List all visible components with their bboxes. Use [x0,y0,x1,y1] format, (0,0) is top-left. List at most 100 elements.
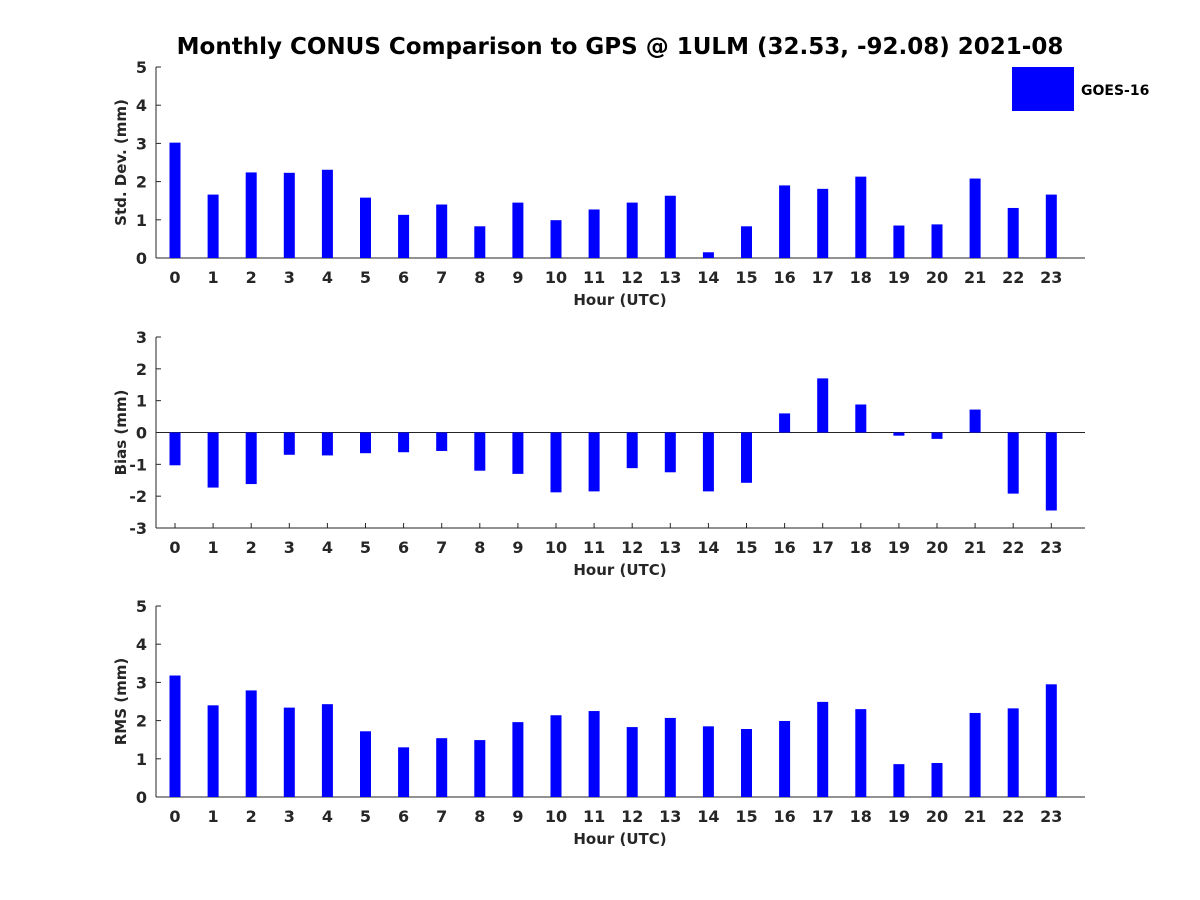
bar [893,764,905,797]
y-tick-label: 4 [136,635,147,654]
legend-swatch-goes16 [1012,67,1074,111]
chart-title: Monthly CONUS Comparison to GPS @ 1ULM (… [177,34,1064,60]
x-tick-label: 21 [964,538,986,557]
bar [245,690,257,797]
y-tick-label: 3 [136,673,147,692]
x-tick-label: 16 [773,268,795,287]
x-tick-label: 1 [208,268,219,287]
bar [626,727,638,797]
x-tick-label: 0 [169,538,180,557]
bar [1045,432,1057,511]
bar [702,432,714,492]
bar [474,226,486,258]
bar [855,404,867,433]
bar [664,195,676,258]
x-tick-label: 4 [322,268,333,287]
bar [779,720,791,797]
bar [169,675,181,797]
bar [283,432,295,455]
x-tick-label: 9 [512,538,523,557]
bar [626,202,638,258]
x-tick-label: 8 [474,538,485,557]
bar [664,717,676,797]
x-tick-label: 10 [545,268,567,287]
x-tick-label: 3 [284,538,295,557]
bar [1007,207,1019,258]
y-tick-label: 0 [136,424,147,443]
x-tick-label: 22 [1002,538,1024,557]
x-tick-label: 22 [1002,807,1024,826]
x-tick-label: 15 [735,807,757,826]
bar [283,172,295,258]
bar [360,197,371,258]
bar [398,432,410,453]
x-tick-label: 3 [284,807,295,826]
bar [207,194,219,258]
x-tick-label: 12 [621,268,643,287]
bar [702,726,714,797]
x-tick-label: 3 [284,268,295,287]
bar [969,409,981,433]
x-tick-label: 17 [812,268,834,287]
bar [474,740,486,797]
x-tick-label: 14 [697,538,719,557]
bar [969,712,981,797]
x-tick-label: 21 [964,268,986,287]
bar [512,202,524,258]
x-tick-label: 15 [735,538,757,557]
x-tick-label: 2 [246,538,257,557]
x-tick-label: 20 [926,538,948,557]
x-tick-label: 11 [583,268,605,287]
x-tick-label: 2 [246,807,257,826]
bar [1007,432,1019,494]
bar [321,169,333,258]
x-tick-label: 15 [735,268,757,287]
bar [436,738,448,797]
x-tick-label: 18 [850,538,872,557]
y-axis-label: Std. Dev. (mm) [112,99,130,226]
legend: GOES-16 [1012,67,1149,111]
x-tick-label: 14 [697,268,719,287]
bar [664,432,676,473]
x-axis-label: Hour (UTC) [573,291,666,309]
bar [436,204,448,258]
x-tick-label: 10 [545,807,567,826]
x-tick-label: 6 [398,538,409,557]
y-tick-label: 0 [136,249,147,268]
x-tick-label: 22 [1002,268,1024,287]
bar [779,185,791,258]
bar [360,731,371,797]
x-tick-label: 0 [169,268,180,287]
x-tick-label: 13 [659,807,681,826]
bar [1045,684,1057,797]
x-tick-label: 19 [888,807,910,826]
x-tick-label: 13 [659,268,681,287]
y-tick-label: 2 [136,173,147,192]
x-tick-label: 9 [512,807,523,826]
x-tick-label: 23 [1040,807,1062,826]
x-tick-label: 17 [812,807,834,826]
x-tick-label: 11 [583,538,605,557]
bar [893,225,905,258]
bar [283,707,295,797]
bar [817,378,829,433]
bar [398,214,410,258]
x-tick-label: 4 [322,807,333,826]
bar [1007,708,1019,797]
bar [779,413,791,433]
x-tick-label: 7 [436,268,447,287]
y-tick-label: -1 [129,455,147,474]
y-tick-label: 0 [136,788,147,807]
y-tick-label: 2 [136,712,147,731]
bar [588,432,600,492]
bar [436,432,448,451]
x-tick-label: 2 [246,268,257,287]
bar [931,224,943,258]
bar [817,701,829,797]
x-tick-label: 11 [583,807,605,826]
bar [741,729,752,797]
bar [855,709,867,797]
x-tick-label: 23 [1040,268,1062,287]
x-tick-label: 12 [621,807,643,826]
